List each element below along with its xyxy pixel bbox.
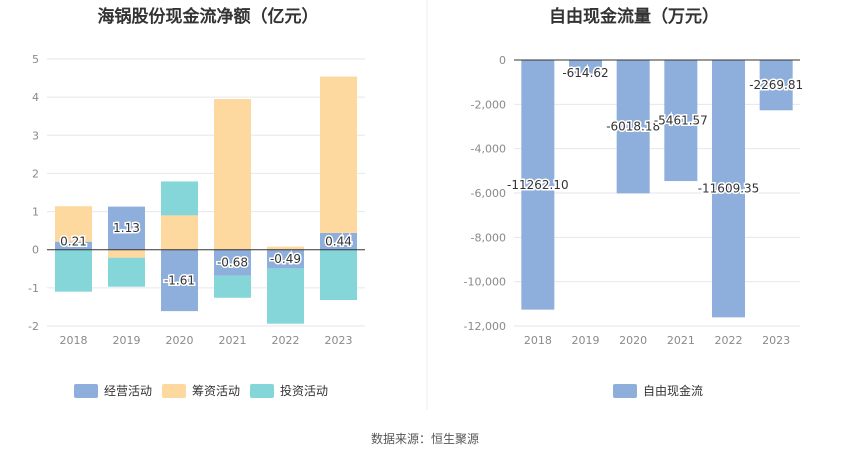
right-data-label: -11609.35: [698, 182, 760, 196]
left-y-tick-label: -2: [28, 320, 39, 333]
right-data-label: -5461.57: [654, 114, 708, 128]
left-bar: [55, 206, 92, 242]
left-y-tick-label: 5: [32, 53, 39, 66]
left-x-tick-label: 2021: [219, 334, 247, 347]
left-x-tick-label: 2022: [272, 334, 300, 347]
right-bar: [712, 60, 745, 318]
left-bar: [214, 249, 251, 276]
right-x-tick-label: 2019: [572, 334, 600, 347]
right-bar: [664, 60, 698, 182]
left-bar: [267, 249, 304, 269]
right-chart-title: 自由现金流量（万元）: [549, 6, 719, 27]
right-bar: [759, 60, 793, 111]
right-y-tick-label: -8,000: [471, 231, 506, 244]
left-bar: [161, 249, 198, 312]
left-x-tick-label: 2018: [60, 334, 88, 347]
right-legend-label: 自由现金流: [643, 383, 703, 398]
right-y-tick-label: -10,000: [464, 276, 506, 289]
left-bar: [320, 249, 357, 301]
left-legend-swatch: [74, 384, 98, 398]
right-x-tick-label: 2018: [524, 334, 552, 347]
right-y-tick-label: 0: [499, 54, 506, 67]
right-x-tick-label: 2022: [715, 334, 743, 347]
left-bar: [108, 249, 145, 258]
left-y-tick-label: 2: [32, 167, 39, 180]
left-y-tick-label: -1: [28, 282, 39, 295]
left-legend-swatch: [250, 384, 274, 398]
right-data-label: -6018.18: [606, 120, 660, 134]
right-data-label: -2269.81: [749, 78, 803, 92]
right-y-tick-label: -6,000: [471, 187, 506, 200]
right-bar: [569, 60, 602, 74]
left-data-label: 0.21: [60, 235, 87, 249]
left-y-tick-label: 4: [32, 91, 39, 104]
left-data-label: -1.61: [164, 273, 195, 287]
left-bar: [267, 268, 304, 324]
left-chart-title: 海锅股份现金流净额（亿元）: [98, 6, 319, 27]
left-bar: [267, 246, 304, 250]
left-bar: [320, 76, 357, 233]
left-axes: 5 4 3 2 1 0 -1 -2 2018 2019 2020 2021 2022 2023: [28, 53, 365, 347]
right-bar: [616, 60, 650, 194]
right-legend: 自由现金流: [613, 383, 703, 398]
left-y-tick-label: 0: [32, 244, 39, 257]
right-y-tick-label: -2,000: [471, 98, 506, 111]
left-y-tick-label: 1: [32, 206, 39, 219]
left-gridlines: [47, 58, 365, 327]
right-gridlines: [514, 103, 800, 327]
right-y-tick-label: -12,000: [464, 320, 506, 333]
left-y-tick-label: 3: [32, 129, 39, 142]
left-data-label: -0.49: [270, 252, 301, 266]
left-legend-label: 投资活动: [280, 383, 328, 398]
right-y-tick-label: -4,000: [471, 143, 506, 156]
left-x-tick-label: 2019: [113, 334, 141, 347]
left-bar: [108, 257, 145, 287]
left-legend: 经营活动 筹资活动 投资活动: [74, 383, 328, 398]
left-bars: [55, 76, 357, 324]
left-data-label: 0.44: [325, 234, 352, 248]
left-x-tick-label: 2023: [325, 334, 353, 347]
right-bars: [521, 60, 793, 318]
left-bar: [161, 181, 198, 216]
right-bar: [521, 60, 555, 310]
right-axes: 0 -2,000 -4,000 -6,000 -8,000 -10,000 -12,000 2…: [464, 54, 800, 347]
right-legend-swatch: [613, 384, 637, 398]
left-x-tick-label: 2020: [166, 334, 194, 347]
right-data-labels: -11262.10 -614.62 -6018.18-5461.57 -11609.3…: [506, 64, 805, 197]
left-legend-label: 经营活动: [104, 384, 152, 398]
left-data-label: -0.68: [217, 256, 248, 270]
left-legend-swatch: [162, 384, 186, 398]
right-data-label: -614.62: [562, 66, 608, 80]
left-data-label: 1.13: [113, 221, 140, 235]
right-x-tick-label: 2023: [762, 334, 790, 347]
left-bar: [214, 99, 251, 250]
right-x-tick-label: 2020: [619, 334, 647, 347]
right-x-tick-label: 2021: [667, 334, 695, 347]
right-data-label: -11262.10: [507, 178, 569, 192]
left-bar: [55, 241, 92, 250]
left-bar: [320, 232, 357, 250]
left-bar: [161, 215, 198, 250]
left-legend-label: 筹资活动: [192, 384, 240, 398]
left-data-labels: 0.21 1.13 -1.61 -0.68 -0.49 0.44: [59, 220, 354, 289]
left-bar: [55, 249, 92, 292]
left-bar: [108, 206, 145, 250]
left-bar: [214, 275, 251, 298]
data-source-note: 数据来源：恒生聚源: [371, 431, 479, 446]
